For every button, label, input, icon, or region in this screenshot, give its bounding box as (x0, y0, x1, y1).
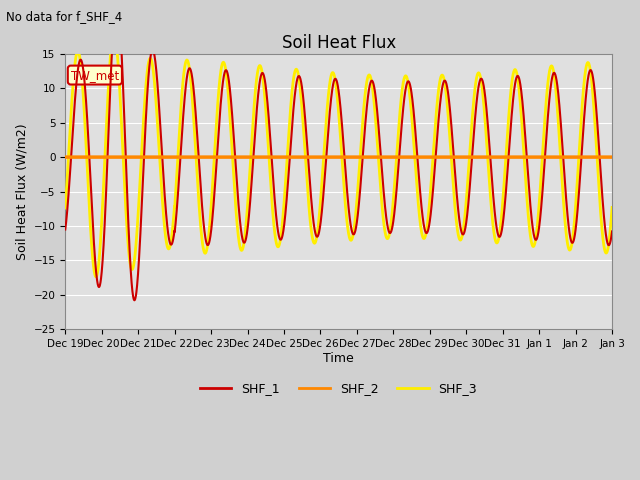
Text: No data for f_SHF_4: No data for f_SHF_4 (6, 10, 123, 23)
Title: Soil Heat Flux: Soil Heat Flux (282, 34, 396, 52)
Text: TW_met: TW_met (71, 69, 119, 82)
X-axis label: Time: Time (323, 352, 354, 365)
Legend: SHF_1, SHF_2, SHF_3: SHF_1, SHF_2, SHF_3 (195, 377, 482, 400)
Y-axis label: Soil Heat Flux (W/m2): Soil Heat Flux (W/m2) (15, 123, 28, 260)
